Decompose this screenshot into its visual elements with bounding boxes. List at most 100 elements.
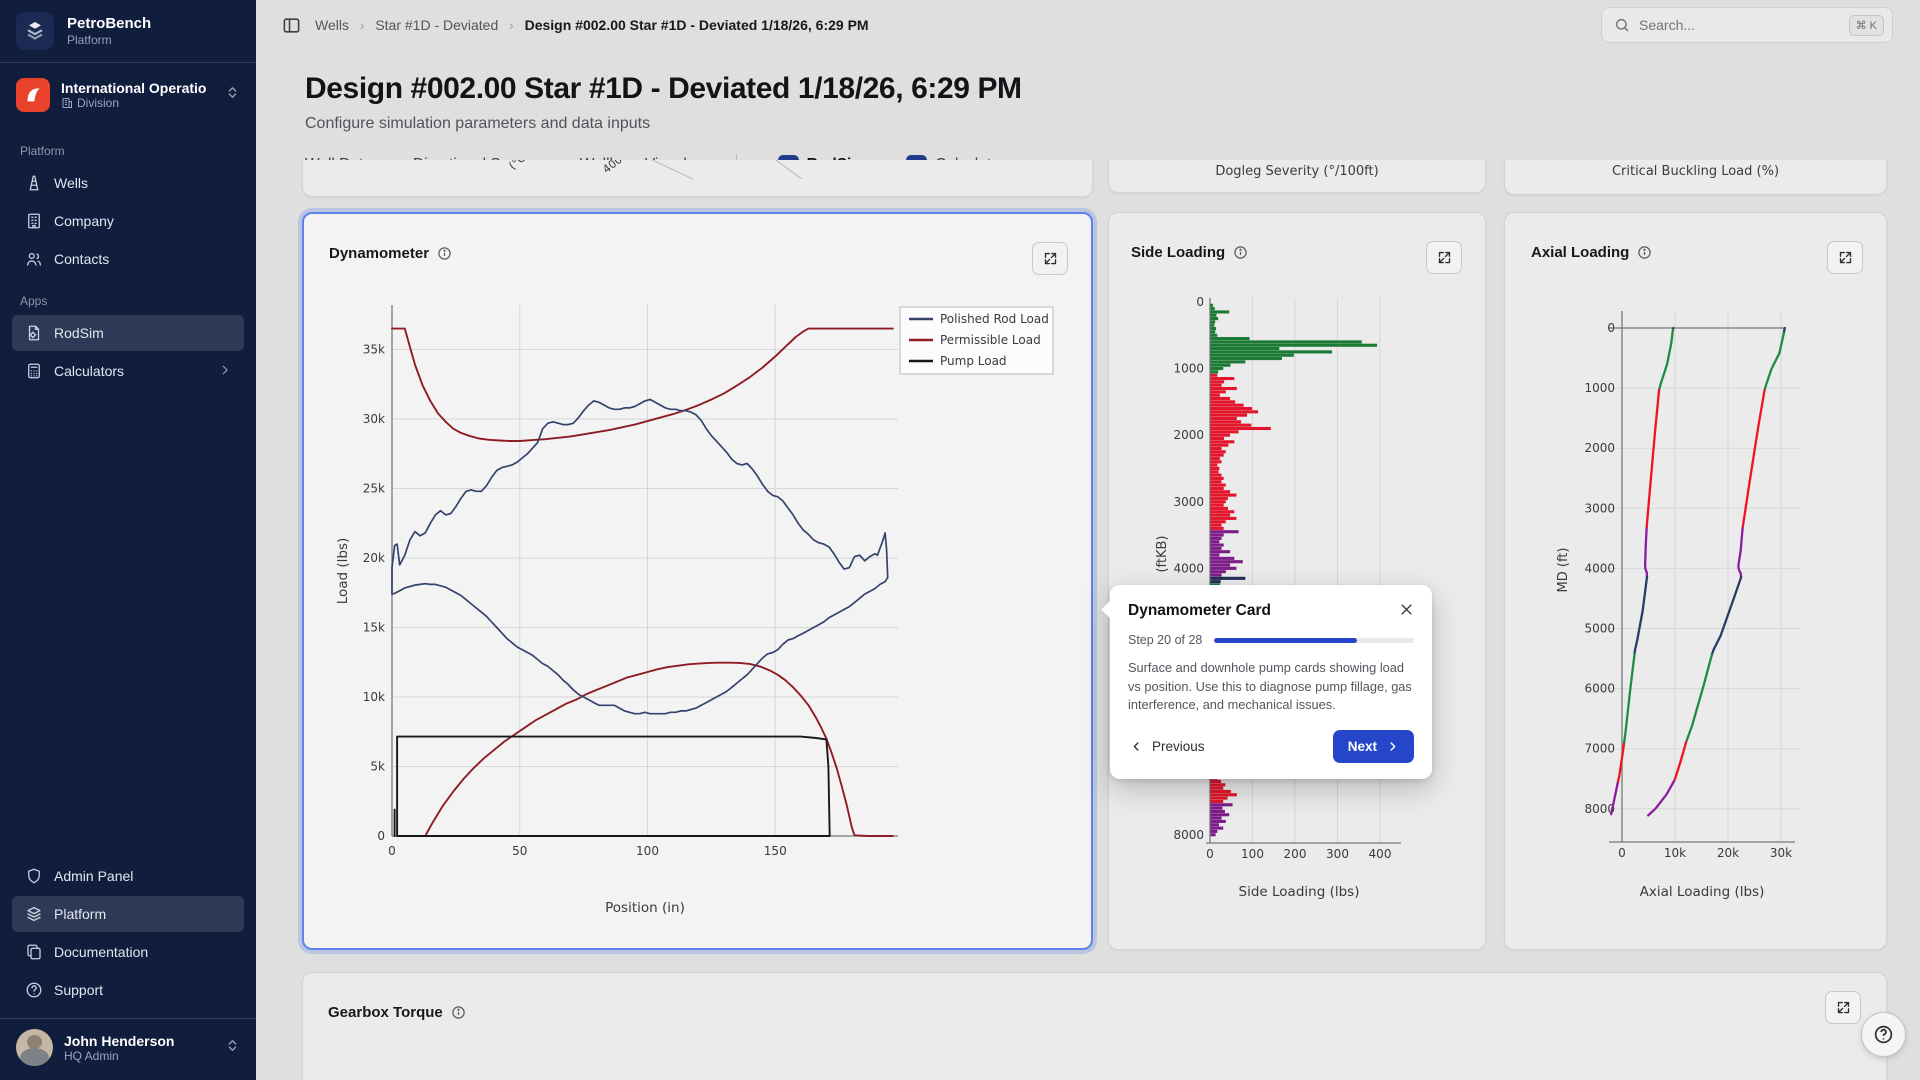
axial-loading-title: Axial Loading xyxy=(1531,244,1652,261)
next-button[interactable]: Next xyxy=(1332,729,1414,763)
svg-text:15k: 15k xyxy=(363,621,385,635)
partial-card-left: (°C) 400 xyxy=(302,160,1093,197)
breadcrumb-separator-icon: › xyxy=(509,17,514,33)
brand-sub: Platform xyxy=(67,32,112,47)
svg-text:4000: 4000 xyxy=(1584,561,1615,575)
user-menu[interactable]: John Henderson HQ Admin xyxy=(0,1019,256,1080)
expand-icon[interactable] xyxy=(1827,241,1863,274)
svg-text:Position (in): Position (in) xyxy=(605,900,685,916)
svg-text:400: 400 xyxy=(1369,847,1392,861)
expand-icon[interactable] xyxy=(1825,991,1861,1024)
help-button[interactable] xyxy=(1861,1012,1906,1057)
svg-text:3000: 3000 xyxy=(1173,495,1204,509)
partial-card-buckling: Critical Buckling Load (%) xyxy=(1504,160,1887,195)
user-select-chevrons-icon[interactable] xyxy=(225,1038,240,1058)
user-name: John Henderson xyxy=(64,1032,175,1049)
chevron-right-icon xyxy=(1390,741,1396,751)
search-icon xyxy=(1615,18,1629,32)
layers-icon xyxy=(24,905,43,924)
search-box[interactable]: ⌘ K xyxy=(1601,7,1893,43)
petrobench-logo-icon xyxy=(16,12,54,50)
charts-viewport: (°C) 400 Dogleg Severity (°/100ft) Criti… xyxy=(256,160,1920,1080)
info-icon[interactable] xyxy=(1637,245,1652,260)
side-loading-title: Side Loading xyxy=(1131,244,1248,261)
info-icon[interactable] xyxy=(1233,245,1248,260)
org-select-chevrons-icon[interactable] xyxy=(225,85,240,105)
sidebar-item-company[interactable]: Company xyxy=(12,203,244,239)
buckling-axis-label: Critical Buckling Load (%) xyxy=(1611,164,1780,179)
svg-text:1000: 1000 xyxy=(1584,381,1615,395)
axis-fragment-tick: 400 xyxy=(600,160,625,177)
gearbox-torque-card[interactable]: Gearbox Torque xyxy=(302,972,1887,1080)
svg-text:10k: 10k xyxy=(363,690,385,704)
chevron-right-icon xyxy=(218,363,232,380)
sidebar-divider xyxy=(0,62,256,63)
sidebar-item-wells[interactable]: Wells xyxy=(12,165,244,201)
brand[interactable]: PetroBench Platform xyxy=(0,0,256,62)
sidebar-item-support[interactable]: Support xyxy=(12,972,244,1008)
svg-text:100: 100 xyxy=(1241,847,1264,861)
sidebar-toggle-icon[interactable] xyxy=(282,16,301,35)
sidebar-item-platform[interactable]: Platform xyxy=(12,896,244,932)
expand-icon[interactable] xyxy=(1032,242,1068,275)
side-loading-card[interactable]: Side Loading 010002000300040005000600070… xyxy=(1108,212,1486,950)
expand-icon[interactable] xyxy=(1426,241,1462,274)
tour-progress-bar xyxy=(1214,637,1414,643)
org-type: Division xyxy=(61,96,206,110)
breadcrumb-link[interactable]: Star #1D - Deviated xyxy=(375,17,499,33)
svg-text:1000: 1000 xyxy=(1173,362,1204,376)
svg-text:0: 0 xyxy=(1196,295,1204,309)
sidebar: PetroBench Platform International Operat… xyxy=(0,0,256,1080)
previous-button[interactable]: Previous xyxy=(1128,739,1205,754)
step-counter: Step 20 of 28 xyxy=(1128,633,1203,647)
dogleg-axis-label: Dogleg Severity (°/100ft) xyxy=(1215,164,1379,179)
sidebar-item-documentation[interactable]: Documentation xyxy=(12,934,244,970)
sidebar-footer-nav: Admin Panel Platform Documentation Support xyxy=(0,856,256,1018)
svg-text:25k: 25k xyxy=(363,482,385,496)
sidebar-item-label: RodSim xyxy=(54,325,104,341)
sidebar-item-calculators[interactable]: Calculators xyxy=(12,353,244,389)
help-icon xyxy=(24,981,43,1000)
info-icon[interactable] xyxy=(437,246,452,261)
svg-text:Side Loading (lbs): Side Loading (lbs) xyxy=(1239,884,1360,900)
sidebar-item-label: Admin Panel xyxy=(54,868,134,884)
calculator-icon xyxy=(24,362,43,381)
svg-text:0: 0 xyxy=(1607,321,1615,335)
sidebar-nav: Platform Wells Company Contacts Apps RodSim Ca… xyxy=(0,127,256,391)
sidebar-item-contacts[interactable]: Contacts xyxy=(12,241,244,277)
dynamometer-chart: 0 5k 10k 15k 20k 25k 30k 35k 0 50 100 150 Load (lbs)… xyxy=(335,305,1054,916)
dynamometer-card[interactable]: Dynamometer 0 5k 10k 15k 20k 25k 30k 35k 0 50 100 1… xyxy=(302,212,1093,950)
axial-loading-card[interactable]: Axial Loading 0 1000 2000 3000 4000 5000 6000 7… xyxy=(1504,212,1887,950)
svg-text:6000: 6000 xyxy=(1584,682,1615,696)
page-header: Design #002.00 Star #1D - Deviated 1/18/… xyxy=(256,50,1920,186)
svg-text:50: 50 xyxy=(512,844,527,858)
org-switcher[interactable]: International Operatio Division xyxy=(12,74,244,116)
svg-text:8000: 8000 xyxy=(1584,802,1615,816)
shield-icon xyxy=(24,867,43,886)
sidebar-item-admin-panel[interactable]: Admin Panel xyxy=(12,858,244,894)
leader-line xyxy=(648,160,694,180)
close-icon[interactable] xyxy=(1399,602,1414,617)
sidebar-section-label: Platform xyxy=(20,144,65,158)
breadcrumb-link[interactable]: Wells xyxy=(315,17,349,33)
sidebar-item-rodsim[interactable]: RodSim xyxy=(12,315,244,351)
svg-text:0: 0 xyxy=(1206,847,1214,861)
sidebar-item-label: Company xyxy=(54,213,114,229)
search-input[interactable] xyxy=(1639,17,1840,33)
org-name: International Operatio xyxy=(61,80,207,96)
svg-text:Pump Load: Pump Load xyxy=(940,354,1007,368)
users-icon xyxy=(24,250,43,269)
page-title: Design #002.00 Star #1D - Deviated 1/18/… xyxy=(305,72,1022,105)
topbar: Wells › Star #1D - Deviated › Design #002.00… xyxy=(256,0,1920,50)
svg-text:0: 0 xyxy=(1618,846,1626,860)
breadcrumb-current: Design #002.00 Star #1D - Deviated 1/18/… xyxy=(524,17,869,33)
sidebar-item-label: Calculators xyxy=(54,363,125,379)
popover-title: Dynamometer Card xyxy=(1128,602,1271,619)
sidebar-item-label: Contacts xyxy=(54,251,110,267)
brand-name: PetroBench xyxy=(67,15,152,33)
info-icon[interactable] xyxy=(451,1005,466,1020)
main-area: Wells › Star #1D - Deviated › Design #002.00… xyxy=(256,0,1920,1080)
svg-text:10k: 10k xyxy=(1664,846,1686,860)
derrick-icon xyxy=(24,174,43,193)
search-shortcut-badge: ⌘ K xyxy=(1848,14,1884,36)
